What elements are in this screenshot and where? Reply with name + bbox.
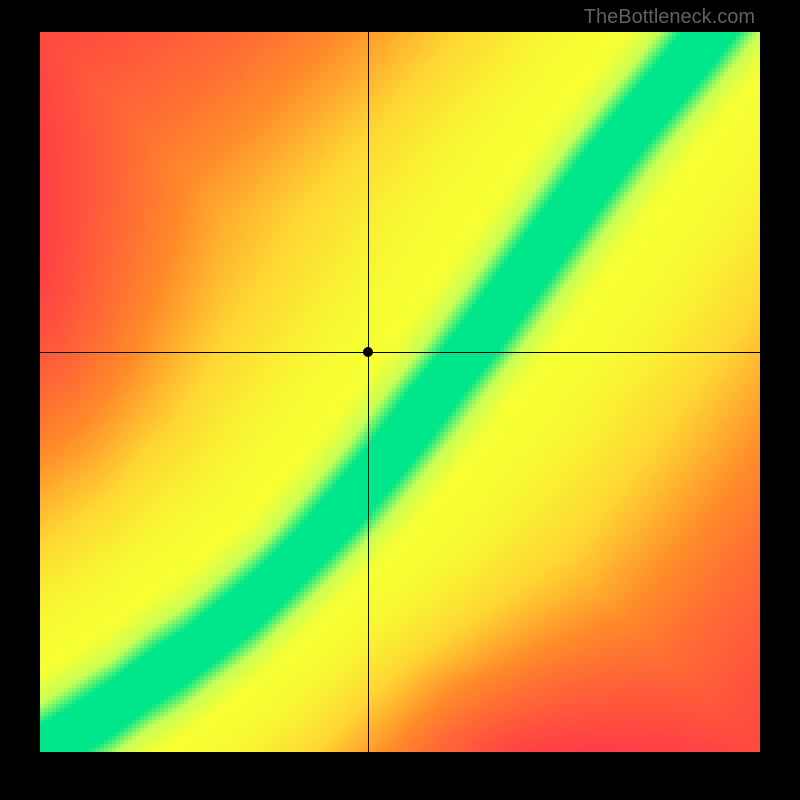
- crosshair-horizontal: [40, 352, 760, 353]
- heatmap-plot: [40, 32, 760, 752]
- watermark-text: TheBottleneck.com: [584, 6, 755, 29]
- heatmap-canvas: [40, 32, 760, 752]
- crosshair-vertical: [368, 32, 369, 752]
- crosshair-marker: [363, 347, 373, 357]
